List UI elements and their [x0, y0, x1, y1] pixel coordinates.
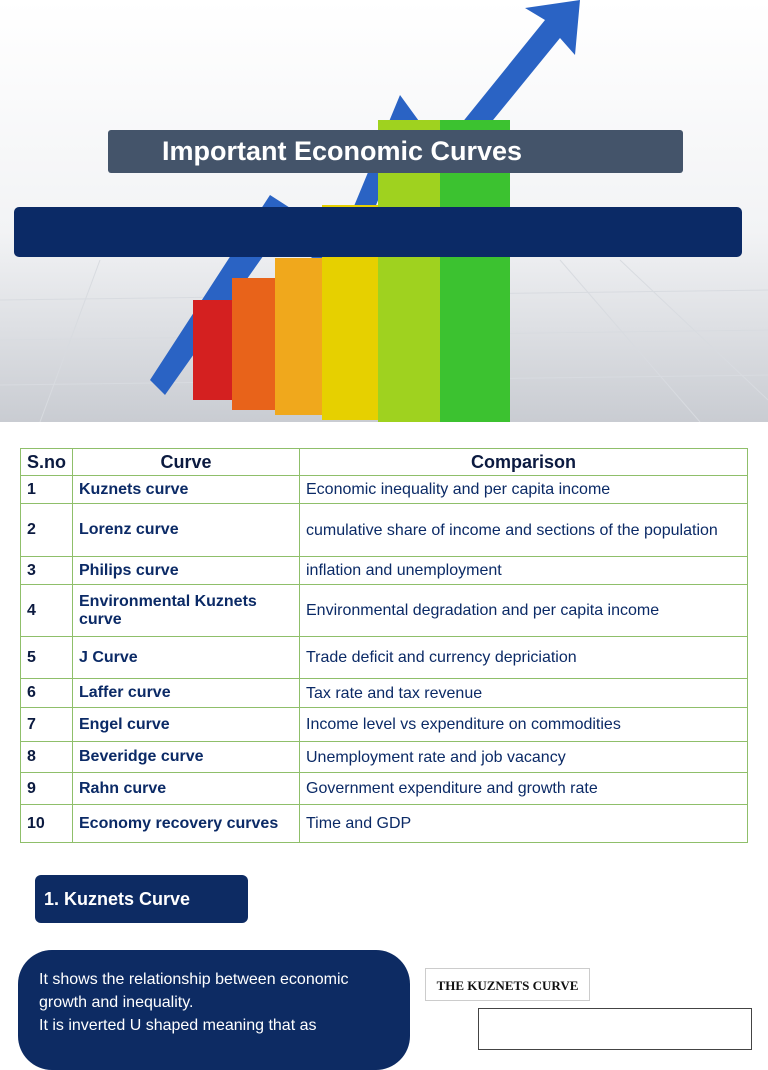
table-cell: J Curve	[72, 636, 300, 679]
column-header: S.no	[20, 448, 73, 476]
table-row: 4 Environmental Kuznets curve Environmenta…	[20, 584, 748, 637]
table-cell: 2	[20, 503, 73, 557]
table-cell: Government expenditure and growth rate	[299, 772, 748, 805]
table-cell: Philips curve	[72, 556, 300, 585]
table-row: 9 Rahn curve Government expenditure and gr…	[20, 772, 748, 805]
table-cell: 7	[20, 707, 73, 742]
figure-label: THE KUZNETS CURVE	[425, 968, 590, 1001]
title-banner: Important Economic Curves	[108, 130, 683, 173]
table-row: 3 Philips curve inflation and unemployment	[20, 556, 748, 585]
figure-frame	[478, 1008, 752, 1050]
column-header: Curve	[72, 448, 300, 476]
table-row: 1 Kuznets curve Economic inequality and pe…	[20, 475, 748, 504]
table-cell: Kuznets curve	[72, 475, 300, 504]
table-cell: Environmental degradation and per capita…	[299, 584, 748, 637]
section-heading: 1. Kuznets Curve	[35, 875, 248, 923]
table-cell: 5	[20, 636, 73, 679]
table-cell: Trade deficit and currency depriciation	[299, 636, 748, 679]
table-row: 6 Laffer curve Tax rate and tax revenue	[20, 678, 748, 708]
header-row: S.no Curve Comparison	[20, 448, 748, 476]
table-cell: Beveridge curve	[72, 741, 300, 773]
table-cell: 6	[20, 678, 73, 708]
table-cell: Environmental Kuznets curve	[72, 584, 300, 637]
column-header: Comparison	[299, 448, 748, 476]
table-cell: Time and GDP	[299, 804, 748, 843]
table-row: 10 Economy recovery curves Time and GDP	[20, 804, 748, 843]
table-cell: inflation and unemployment	[299, 556, 748, 585]
table-row: 8 Beveridge curve Unemployment rate and jo…	[20, 741, 748, 773]
table-cell: Unemployment rate and job vacancy	[299, 741, 748, 773]
paragraph: It shows the relationship between econom…	[39, 971, 349, 1011]
table-cell: 4	[20, 584, 73, 637]
table-cell: Lorenz curve	[72, 503, 300, 557]
text-box: It shows the relationship between econom…	[18, 950, 410, 1070]
table-cell: Economic inequality and per capita incom…	[299, 475, 748, 504]
table-cell: 3	[20, 556, 73, 585]
table-row: 2 Lorenz curve cumulative share of income …	[20, 503, 748, 557]
table-cell: 9	[20, 772, 73, 805]
heading-text: 1. Kuznets Curve	[44, 889, 191, 909]
table-cell: 10	[20, 804, 73, 843]
table-row: 7 Engel curve Income level vs expenditure …	[20, 707, 748, 742]
title: Important Economic Curves	[162, 136, 523, 166]
table-cell: cumulative share of income and sections …	[299, 503, 748, 557]
table-cell: 8	[20, 741, 73, 773]
table-cell: Laffer curve	[72, 678, 300, 708]
table-cell: Tax rate and tax revenue	[299, 678, 748, 708]
figure-label-text: THE KUZNETS CURVE	[436, 978, 579, 993]
banner-bar	[14, 207, 742, 257]
table-cell: 1	[20, 475, 73, 504]
table-cell: Economy recovery curves	[72, 804, 300, 843]
table-cell: Engel curve	[72, 707, 300, 742]
paragraph: It is inverted U shaped meaning that as	[39, 1017, 317, 1034]
table-cell: Income level vs expenditure on commoditi…	[299, 707, 748, 742]
table-cell: Rahn curve	[72, 772, 300, 805]
curves-table: S.no Curve Comparison 1 Kuznets curve Econom…	[20, 448, 748, 843]
